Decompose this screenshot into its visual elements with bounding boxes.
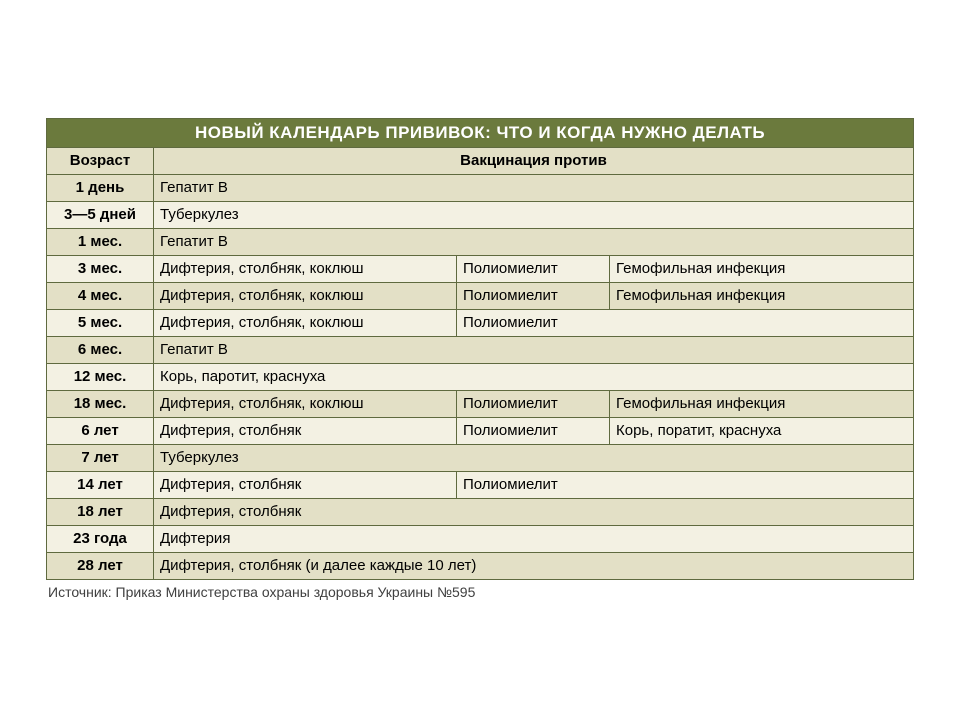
cell-age: 6 мес. <box>47 337 154 364</box>
cell-vacc: Гепатит В <box>154 229 914 256</box>
table-row: 14 летДифтерия, столбнякПолиомиелит <box>47 472 914 499</box>
col-age-header: Возраст <box>47 148 154 175</box>
cell-vacc: Корь, поратит, краснуха <box>610 418 914 445</box>
table-row: 3—5 днейТуберкулез <box>47 202 914 229</box>
cell-vacc: Полиомиелит <box>457 310 914 337</box>
cell-age: 23 года <box>47 526 154 553</box>
cell-vacc: Туберкулез <box>154 202 914 229</box>
cell-vacc: Гепатит В <box>154 175 914 202</box>
cell-vacc: Туберкулез <box>154 445 914 472</box>
cell-age: 1 день <box>47 175 154 202</box>
cell-vacc: Дифтерия, столбняк, коклюш <box>154 256 457 283</box>
cell-vacc: Гемофильная инфекция <box>610 256 914 283</box>
cell-vacc: Дифтерия, столбняк, коклюш <box>154 310 457 337</box>
cell-age: 3 мес. <box>47 256 154 283</box>
cell-age: 14 лет <box>47 472 154 499</box>
cell-vacc: Дифтерия, столбняк (и далее каждые 10 ле… <box>154 553 914 580</box>
table-row: 3 мес.Дифтерия, столбняк, коклюшПолиомие… <box>47 256 914 283</box>
table-row: 6 летДифтерия, столбнякПолиомиелитКорь, … <box>47 418 914 445</box>
cell-vacc: Корь, паротит, краснуха <box>154 364 914 391</box>
cell-vacc: Дифтерия, столбняк, коклюш <box>154 391 457 418</box>
cell-vacc: Полиомиелит <box>457 472 914 499</box>
table-row: 23 годаДифтерия <box>47 526 914 553</box>
page: НОВЫЙ КАЛЕНДАРЬ ПРИВИВОК: ЧТО И КОГДА НУ… <box>0 0 960 600</box>
cell-age: 12 мес. <box>47 364 154 391</box>
cell-age: 7 лет <box>47 445 154 472</box>
cell-vacc: Дифтерия, столбняк <box>154 418 457 445</box>
cell-age: 18 лет <box>47 499 154 526</box>
cell-age: 1 мес. <box>47 229 154 256</box>
cell-vacc: Дифтерия, столбняк <box>154 499 914 526</box>
table-title-row: НОВЫЙ КАЛЕНДАРЬ ПРИВИВОК: ЧТО И КОГДА НУ… <box>47 119 914 148</box>
table-row: 4 мес.Дифтерия, столбняк, коклюшПолиомие… <box>47 283 914 310</box>
cell-vacc: Дифтерия <box>154 526 914 553</box>
cell-vacc: Дифтерия, столбняк, коклюш <box>154 283 457 310</box>
cell-vacc: Полиомиелит <box>457 283 610 310</box>
table-title: НОВЫЙ КАЛЕНДАРЬ ПРИВИВОК: ЧТО И КОГДА НУ… <box>47 119 914 148</box>
col-vacc-header: Вакцинация против <box>154 148 914 175</box>
table-row: 18 мес.Дифтерия, столбняк, коклюшПолиоми… <box>47 391 914 418</box>
cell-vacc: Полиомиелит <box>457 256 610 283</box>
table-row: 5 мес.Дифтерия, столбняк, коклюшПолиомие… <box>47 310 914 337</box>
cell-vacc: Дифтерия, столбняк <box>154 472 457 499</box>
cell-age: 6 лет <box>47 418 154 445</box>
table-header-row: ВозрастВакцинация против <box>47 148 914 175</box>
table-row: 7 летТуберкулез <box>47 445 914 472</box>
cell-age: 5 мес. <box>47 310 154 337</box>
table-row: 1 деньГепатит В <box>47 175 914 202</box>
cell-vacc: Гемофильная инфекция <box>610 391 914 418</box>
cell-age: 3—5 дней <box>47 202 154 229</box>
table-row: 6 мес.Гепатит В <box>47 337 914 364</box>
cell-age: 18 мес. <box>47 391 154 418</box>
cell-age: 28 лет <box>47 553 154 580</box>
source-note: Источник: Приказ Министерства охраны здо… <box>46 580 914 600</box>
cell-vacc: Гепатит В <box>154 337 914 364</box>
table-row: 12 мес.Корь, паротит, краснуха <box>47 364 914 391</box>
table-row: 18 летДифтерия, столбняк <box>47 499 914 526</box>
cell-vacc: Гемофильная инфекция <box>610 283 914 310</box>
table-row: 1 мес.Гепатит В <box>47 229 914 256</box>
cell-vacc: Полиомиелит <box>457 418 610 445</box>
cell-vacc: Полиомиелит <box>457 391 610 418</box>
cell-age: 4 мес. <box>47 283 154 310</box>
table-row: 28 летДифтерия, столбняк (и далее каждые… <box>47 553 914 580</box>
vaccination-schedule-table: НОВЫЙ КАЛЕНДАРЬ ПРИВИВОК: ЧТО И КОГДА НУ… <box>46 118 914 580</box>
